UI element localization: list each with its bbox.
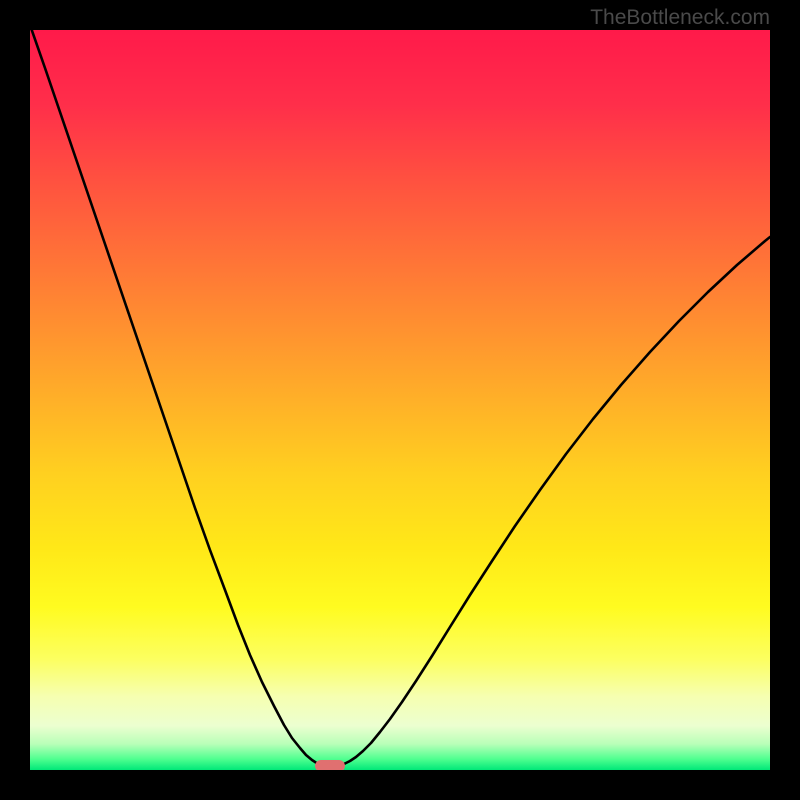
- curve-layer: [30, 30, 770, 770]
- bottleneck-curve: [30, 30, 770, 767]
- watermark-text: TheBottleneck.com: [590, 6, 770, 30]
- chart-container: TheBottleneck.com: [0, 0, 800, 800]
- plot-area: [30, 30, 770, 770]
- min-marker: [315, 760, 345, 770]
